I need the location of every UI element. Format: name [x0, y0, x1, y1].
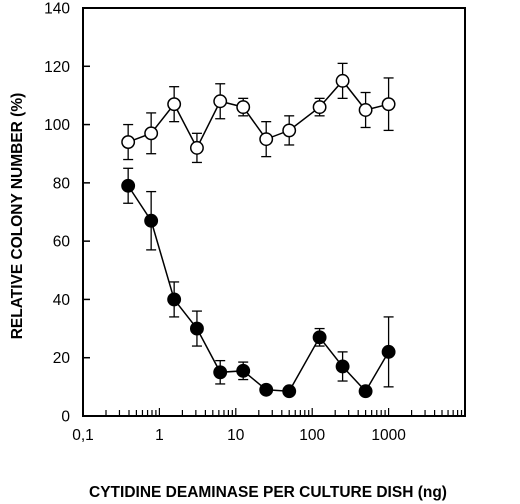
series-line: [127, 185, 390, 393]
data-point: [167, 97, 182, 112]
series-layer: [121, 62, 396, 399]
plot-area: [82, 7, 466, 417]
series-line: [127, 79, 389, 150]
x-axis-ticks: 0,1 1 10 100 1000: [72, 408, 463, 444]
data-point: [259, 132, 274, 147]
data-point: [259, 382, 274, 397]
data-point: [144, 213, 159, 228]
data-point: [236, 100, 251, 115]
y-tick-label: 100: [44, 117, 70, 134]
data-point: [358, 384, 373, 399]
data-point: [121, 135, 136, 150]
data-point: [213, 94, 228, 109]
data-point: [381, 344, 396, 359]
data-point: [144, 126, 159, 141]
x-tick-label: 1: [155, 427, 164, 444]
data-point: [312, 330, 327, 345]
y-tick-label: 140: [44, 1, 70, 18]
data-point: [189, 321, 204, 336]
data-point: [312, 100, 327, 115]
data-point: [236, 363, 251, 378]
y-tick-label: 40: [53, 292, 71, 309]
x-tick-label: 1000: [371, 427, 406, 444]
y-tick-label: 60: [53, 234, 71, 251]
data-point: [282, 384, 297, 399]
series-filled: [121, 167, 396, 399]
data-point: [335, 359, 350, 374]
x-tick-label: 100: [299, 427, 325, 444]
x-tick-label: 0,1: [72, 427, 94, 444]
plot-frame: [82, 7, 466, 417]
y-tick-label: 80: [53, 175, 71, 192]
data-point: [358, 103, 373, 117]
x-axis-title: CYTIDINE DEAMINASE PER CULTURE DISH (ng): [89, 484, 447, 501]
y-axis-ticks: 0 20 40 60 80 100 120 140: [44, 1, 90, 426]
y-tick-label: 20: [53, 350, 71, 367]
data-point: [335, 73, 350, 88]
data-point: [282, 123, 297, 138]
data-point: [121, 178, 136, 193]
data-point: [381, 97, 396, 112]
x-tick-label: 10: [227, 427, 245, 444]
data-point: [189, 140, 204, 155]
y-axis-title: RELATIVE COLONY NUMBER (%): [9, 93, 26, 340]
data-point: [167, 292, 182, 307]
y-tick-label: 0: [61, 409, 70, 426]
data-point: [213, 365, 228, 380]
y-tick-label: 120: [44, 59, 70, 76]
series-open: [121, 62, 396, 164]
